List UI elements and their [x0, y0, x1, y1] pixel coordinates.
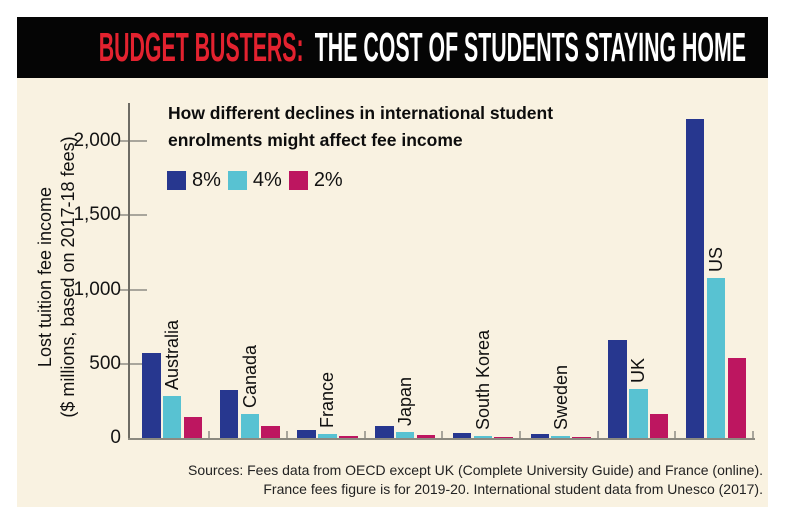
source-note: Sources: Fees data from OECD except UK (… — [188, 461, 763, 499]
source-note-line2: France fees figure is for 2019-20. Inter… — [263, 481, 763, 497]
y-tick-1500 — [120, 214, 147, 217]
header-bar: BUDGET BUSTERS: THE COST OF STUDENTS STA… — [17, 17, 768, 78]
legend-swatch-2pct — [288, 171, 308, 190]
bar-france-4pct — [318, 434, 337, 438]
category-label-canada: Canada — [239, 344, 260, 408]
page-title-main: THE COST OF STUDENTS STAYING HOME — [314, 24, 747, 70]
x-axis-line — [128, 438, 755, 440]
page-title-highlight: BUDGET BUSTERS: — [98, 24, 304, 70]
legend-swatch-4pct — [227, 171, 247, 190]
source-note-line1: Sources: Fees data from OECD except UK (… — [187, 462, 763, 478]
y-tick-2000 — [120, 140, 147, 142]
legend-item-8pct: 8% — [167, 169, 221, 192]
bar-australia-8pct — [142, 353, 161, 438]
plot-area: 0 500 1,000 1,500 2,000 Australia Canada France… — [17, 78, 768, 507]
category-label-france: France — [317, 371, 338, 428]
bar-france-8pct — [297, 430, 316, 438]
bar-uk-4pct — [629, 389, 648, 438]
bar-us-8pct — [685, 118, 705, 438]
y-tick-label-1000: 1,000 — [73, 278, 121, 300]
legend: 8% 4% 2% — [167, 169, 343, 192]
bar-sweden-2pct — [572, 436, 591, 438]
category-label-japan: Japan — [395, 376, 416, 426]
x-tick-2 — [285, 431, 288, 438]
y-axis-line — [128, 103, 130, 440]
chart-title-line1: How different declines in international … — [168, 103, 554, 123]
bar-japan-2pct — [416, 434, 436, 438]
legend-item-4pct: 4% — [227, 169, 282, 192]
y-tick-label-2000: 2,000 — [73, 130, 121, 151]
category-label-us: US — [705, 247, 726, 273]
x-tick-7 — [674, 431, 677, 438]
x-tick-8 — [752, 431, 755, 438]
category-label-uk: UK — [628, 357, 649, 383]
bar-uk-8pct — [608, 340, 627, 438]
bar-south-korea-2pct — [494, 436, 513, 438]
bar-us-4pct — [706, 278, 726, 438]
legend-label-2pct: 2% — [313, 169, 343, 191]
legend-item-2pct: 2% — [288, 169, 343, 192]
legend-label-8pct: 8% — [192, 169, 221, 191]
bar-south-korea-4pct — [473, 435, 493, 438]
bar-sweden-8pct — [530, 433, 549, 438]
page-title: BUDGET BUSTERS: THE COST OF STUDENTS STA… — [99, 24, 746, 71]
bar-sweden-4pct — [551, 435, 570, 438]
legend-swatch-8pct — [167, 171, 186, 190]
x-tick-6 — [596, 431, 599, 438]
bar-uk-2pct — [649, 413, 669, 438]
bar-canada-8pct — [219, 389, 239, 438]
bar-canada-4pct — [240, 413, 259, 438]
bar-us-2pct — [727, 358, 746, 438]
chart-panel: Lost tuition fee income ($ millions, bas… — [17, 78, 768, 507]
y-tick-label-0: 0 — [110, 427, 121, 448]
chart-title: How different declines in international … — [168, 100, 553, 154]
y-tick-label-1500: 1,500 — [73, 204, 121, 226]
bar-australia-4pct — [162, 395, 182, 438]
x-tick-1 — [208, 431, 211, 438]
chart-title-line2: enrolments might affect fee income — [168, 130, 463, 150]
x-tick-3 — [363, 431, 366, 438]
category-label-sweden: Sweden — [550, 364, 571, 430]
x-tick-4 — [441, 431, 444, 438]
x-tick-5 — [519, 431, 521, 438]
y-tick-500 — [120, 362, 147, 365]
bar-canada-2pct — [261, 426, 280, 438]
bar-france-2pct — [339, 435, 358, 438]
category-label-south-korea: South Korea — [472, 329, 493, 430]
y-tick-label-500: 500 — [89, 352, 121, 374]
bar-japan-4pct — [395, 431, 415, 438]
legend-label-4pct: 4% — [252, 169, 282, 191]
bar-australia-2pct — [183, 416, 203, 438]
category-label-australia: Australia — [162, 319, 183, 390]
bar-japan-8pct — [375, 425, 394, 438]
y-tick-1000 — [120, 288, 147, 291]
bar-south-korea-8pct — [452, 433, 472, 438]
